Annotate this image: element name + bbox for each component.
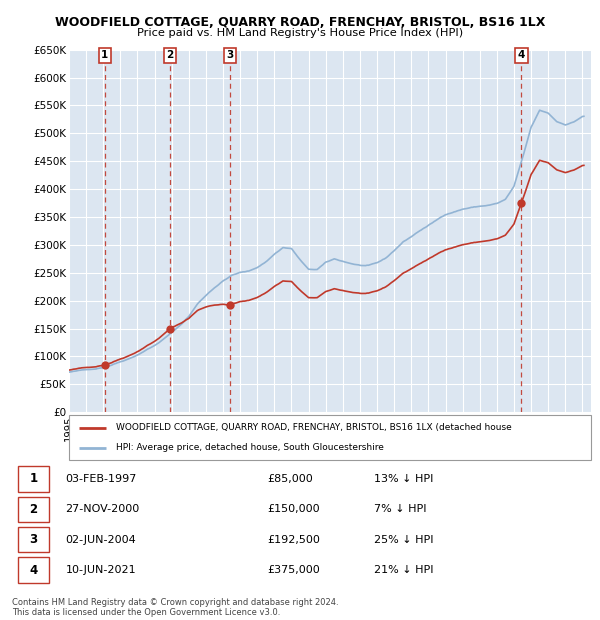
Text: 27-NOV-2000: 27-NOV-2000 — [65, 504, 140, 515]
Text: WOODFIELD COTTAGE, QUARRY ROAD, FRENCHAY, BRISTOL, BS16 1LX (detached house: WOODFIELD COTTAGE, QUARRY ROAD, FRENCHAY… — [116, 423, 512, 432]
Text: 03-FEB-1997: 03-FEB-1997 — [65, 474, 137, 484]
Text: HPI: Average price, detached house, South Gloucestershire: HPI: Average price, detached house, Sout… — [116, 443, 384, 452]
Text: Contains HM Land Registry data © Crown copyright and database right 2024.: Contains HM Land Registry data © Crown c… — [12, 598, 338, 607]
Text: 1: 1 — [101, 50, 109, 60]
Text: 02-JUN-2004: 02-JUN-2004 — [65, 534, 136, 544]
Text: 21% ↓ HPI: 21% ↓ HPI — [374, 565, 434, 575]
FancyBboxPatch shape — [18, 527, 49, 552]
Text: 4: 4 — [518, 50, 525, 60]
Text: £192,500: £192,500 — [268, 534, 320, 544]
Text: £375,000: £375,000 — [268, 565, 320, 575]
Text: £85,000: £85,000 — [268, 474, 313, 484]
Text: 2: 2 — [166, 50, 173, 60]
Text: 7% ↓ HPI: 7% ↓ HPI — [374, 504, 427, 515]
Text: 3: 3 — [29, 533, 37, 546]
Text: This data is licensed under the Open Government Licence v3.0.: This data is licensed under the Open Gov… — [12, 608, 280, 617]
FancyBboxPatch shape — [18, 466, 49, 492]
Text: 25% ↓ HPI: 25% ↓ HPI — [374, 534, 434, 544]
Text: Price paid vs. HM Land Registry's House Price Index (HPI): Price paid vs. HM Land Registry's House … — [137, 28, 463, 38]
Text: 3: 3 — [227, 50, 234, 60]
Text: 4: 4 — [29, 564, 37, 577]
Text: £150,000: £150,000 — [268, 504, 320, 515]
Text: WOODFIELD COTTAGE, QUARRY ROAD, FRENCHAY, BRISTOL, BS16 1LX: WOODFIELD COTTAGE, QUARRY ROAD, FRENCHAY… — [55, 16, 545, 29]
Text: 10-JUN-2021: 10-JUN-2021 — [65, 565, 136, 575]
Text: 1: 1 — [29, 472, 37, 485]
FancyBboxPatch shape — [18, 497, 49, 522]
FancyBboxPatch shape — [69, 415, 591, 460]
Text: 13% ↓ HPI: 13% ↓ HPI — [374, 474, 434, 484]
Text: 2: 2 — [29, 503, 37, 516]
FancyBboxPatch shape — [18, 557, 49, 583]
